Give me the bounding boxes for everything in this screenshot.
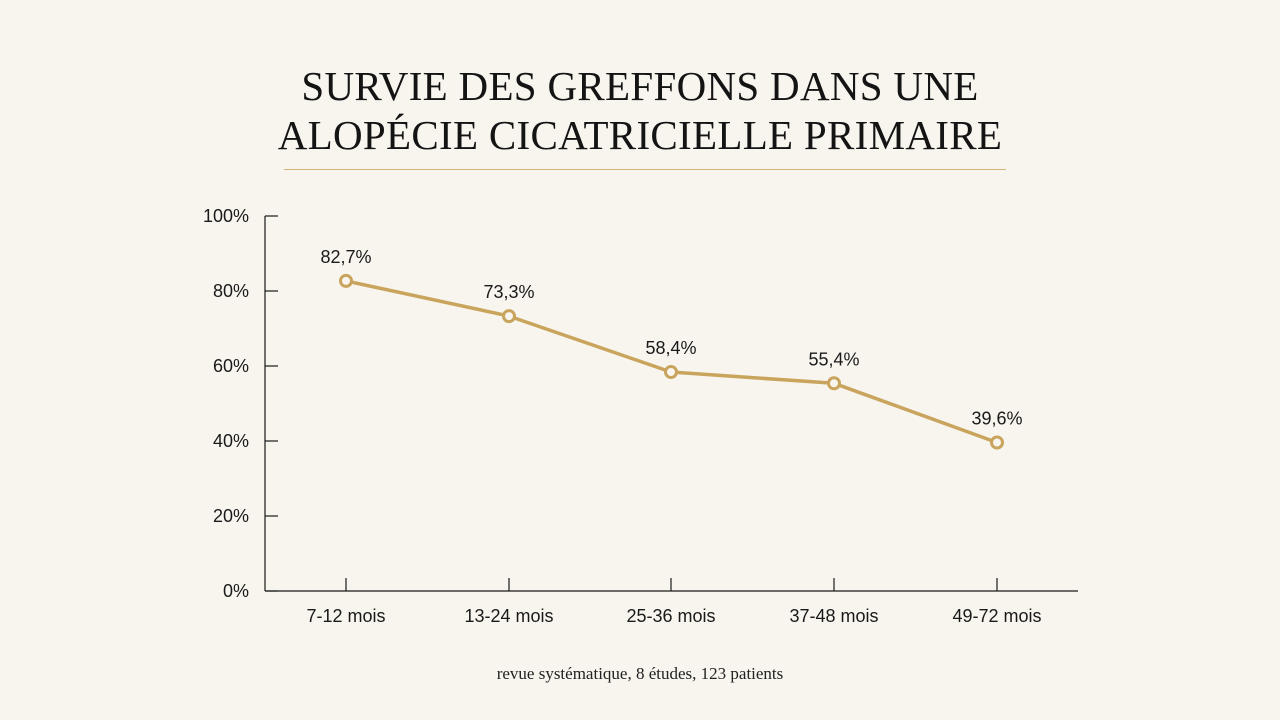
data-label: 55,4% xyxy=(808,349,859,369)
chart-title: SURVIE DES GREFFONS DANS UNE ALOPÉCIE CI… xyxy=(0,62,1280,160)
x-tick-label: 37-48 mois xyxy=(789,606,878,626)
data-label: 39,6% xyxy=(971,409,1022,429)
title-divider xyxy=(284,169,1006,170)
data-label: 58,4% xyxy=(645,338,696,358)
chart-caption: revue systématique, 8 études, 123 patien… xyxy=(496,664,784,683)
chart-title-line-1: SURVIE DES GREFFONS DANS UNE xyxy=(301,63,979,109)
y-tick-label: 100% xyxy=(203,206,249,226)
data-point xyxy=(827,376,841,391)
data-point xyxy=(339,273,353,288)
data-point xyxy=(990,435,1004,450)
data-label: 73,3% xyxy=(483,282,534,302)
y-tick-label: 80% xyxy=(213,281,249,301)
y-tick-label: 0% xyxy=(223,581,249,601)
data-point xyxy=(664,365,678,379)
y-tick-label: 40% xyxy=(213,431,249,451)
series-line xyxy=(344,279,999,445)
x-tick-label: 49-72 mois xyxy=(952,606,1041,626)
chart-title-line-2: ALOPÉCIE CICATRICIELLE PRIMAIRE xyxy=(277,112,1003,158)
data-label: 82,7% xyxy=(320,247,371,267)
y-tick-label: 20% xyxy=(213,506,249,526)
data-point xyxy=(502,309,516,324)
x-tick-label: 25-36 mois xyxy=(626,606,715,626)
x-tick-label: 7-12 mois xyxy=(306,606,385,626)
x-tick-label: 13-24 mois xyxy=(464,606,553,626)
y-tick-label: 60% xyxy=(213,356,249,376)
